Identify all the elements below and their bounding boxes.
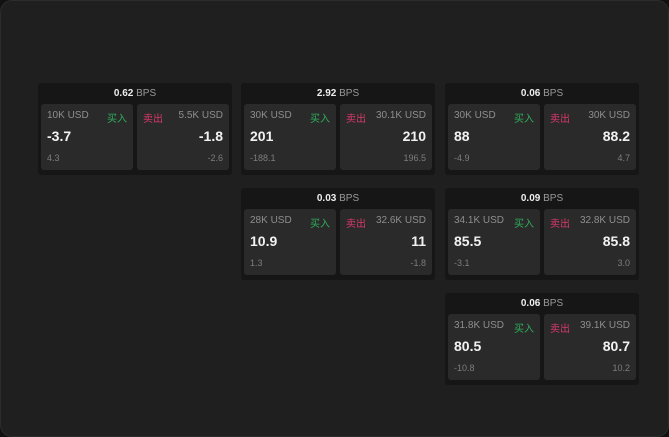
buy-change: -4.9 (454, 153, 470, 163)
buy-qty: 31.8K USD (454, 320, 505, 331)
buy-qty: 30K USD (454, 110, 496, 121)
sell-label: 卖出 (550, 114, 570, 125)
sell-price: 85.8 (602, 233, 630, 249)
spread-unit: BPS (339, 88, 360, 99)
buy-change: -3.1 (454, 258, 470, 268)
buy-label: 买入 (107, 114, 127, 125)
spread-header: 0.06 BPS (445, 293, 639, 314)
spread-unit: BPS (543, 193, 564, 204)
spread-value: 0.62 (113, 88, 134, 99)
sell-cell[interactable]: 卖出 30K USD 88.2 4.7 (544, 104, 636, 170)
sell-change: 10.2 (612, 363, 630, 373)
buy-cell[interactable]: 30K USD 买入 88 -4.9 (448, 104, 540, 170)
buy-label: 买入 (514, 114, 534, 125)
spread-value: 0.06 (520, 88, 541, 99)
sell-label: 卖出 (550, 219, 570, 230)
buy-change: -10.8 (454, 363, 475, 373)
sell-label: 卖出 (550, 324, 570, 335)
sell-price: 80.7 (602, 338, 630, 354)
spread-unit: BPS (339, 193, 360, 204)
buy-change: 1.3 (250, 258, 263, 268)
sell-cell[interactable]: 卖出 30.1K USD 210 196.5 (340, 104, 432, 170)
sell-change: 4.7 (617, 153, 630, 163)
buy-price: 10.9 (250, 233, 278, 249)
buy-qty: 30K USD (250, 110, 292, 121)
quote-panel: 0.06 BPS 31.8K USD 买入 80.5 -10.8 卖出 39.1… (445, 293, 639, 385)
sell-qty: 30K USD (588, 110, 630, 121)
buy-price: 88 (454, 128, 470, 144)
sell-price: 88.2 (602, 128, 630, 144)
spread-value: 0.03 (316, 193, 337, 204)
quote-panel: 0.06 BPS 30K USD 买入 88 -4.9 卖出 30K USD 8… (445, 83, 639, 175)
spread-header: 0.62 BPS (38, 83, 232, 104)
sell-qty: 5.5K USD (178, 110, 223, 121)
buy-cell[interactable]: 28K USD 买入 10.9 1.3 (244, 209, 336, 275)
spread-unit: BPS (136, 88, 157, 99)
sell-qty: 30.1K USD (375, 110, 426, 121)
sell-label: 卖出 (143, 114, 163, 125)
quote-panel: 0.09 BPS 34.1K USD 买入 85.5 -3.1 卖出 32.8K… (445, 188, 639, 280)
spread-header: 0.06 BPS (445, 83, 639, 104)
spread-unit: BPS (543, 88, 564, 99)
buy-change: -188.1 (250, 153, 276, 163)
spread-header: 0.09 BPS (445, 188, 639, 209)
sell-cell[interactable]: 卖出 32.6K USD 11 -1.8 (340, 209, 432, 275)
buy-qty: 28K USD (250, 215, 292, 226)
buy-qty: 34.1K USD (454, 215, 505, 226)
quote-panel: 2.92 BPS 30K USD 买入 201 -188.1 卖出 30.1K … (241, 83, 435, 175)
sell-label: 卖出 (346, 114, 366, 125)
buy-cell[interactable]: 34.1K USD 买入 85.5 -3.1 (448, 209, 540, 275)
spread-value: 0.06 (520, 298, 541, 309)
buy-label: 买入 (310, 114, 330, 125)
sell-qty: 39.1K USD (579, 320, 630, 331)
sell-change: 3.0 (617, 258, 630, 268)
buy-cell[interactable]: 31.8K USD 买入 80.5 -10.8 (448, 314, 540, 380)
sell-cell[interactable]: 卖出 39.1K USD 80.7 10.2 (544, 314, 636, 380)
sell-price: 210 (402, 128, 426, 144)
buy-price: -3.7 (47, 128, 72, 144)
buy-label: 买入 (310, 219, 330, 230)
sell-price: -1.8 (198, 128, 223, 144)
sell-cell[interactable]: 卖出 32.8K USD 85.8 3.0 (544, 209, 636, 275)
buy-price: 85.5 (454, 233, 482, 249)
spread-unit: BPS (543, 298, 564, 309)
spread-header: 0.03 BPS (241, 188, 435, 209)
buy-label: 买入 (514, 324, 534, 335)
buy-price: 201 (250, 128, 274, 144)
sell-qty: 32.6K USD (375, 215, 426, 226)
quote-panel: 0.03 BPS 28K USD 买入 10.9 1.3 卖出 32.6K US… (241, 188, 435, 280)
buy-price: 80.5 (454, 338, 482, 354)
buy-cell[interactable]: 30K USD 买入 201 -188.1 (244, 104, 336, 170)
spread-value: 2.92 (316, 88, 337, 99)
spread-value: 0.09 (520, 193, 541, 204)
sell-change: 196.5 (403, 153, 426, 163)
buy-change: 4.3 (47, 153, 60, 163)
sell-price: 11 (411, 233, 426, 249)
buy-qty: 10K USD (47, 110, 89, 121)
sell-label: 卖出 (346, 219, 366, 230)
sell-change: -1.8 (410, 258, 426, 268)
buy-cell[interactable]: 10K USD 买入 -3.7 4.3 (41, 104, 133, 170)
sell-cell[interactable]: 卖出 5.5K USD -1.8 -2.6 (137, 104, 229, 170)
sell-change: -2.6 (207, 153, 223, 163)
buy-label: 买入 (514, 219, 534, 230)
spread-header: 2.92 BPS (241, 83, 435, 104)
quote-panel: 0.62 BPS 10K USD 买入 -3.7 4.3 卖出 5.5K USD… (38, 83, 232, 175)
sell-qty: 32.8K USD (579, 215, 630, 226)
